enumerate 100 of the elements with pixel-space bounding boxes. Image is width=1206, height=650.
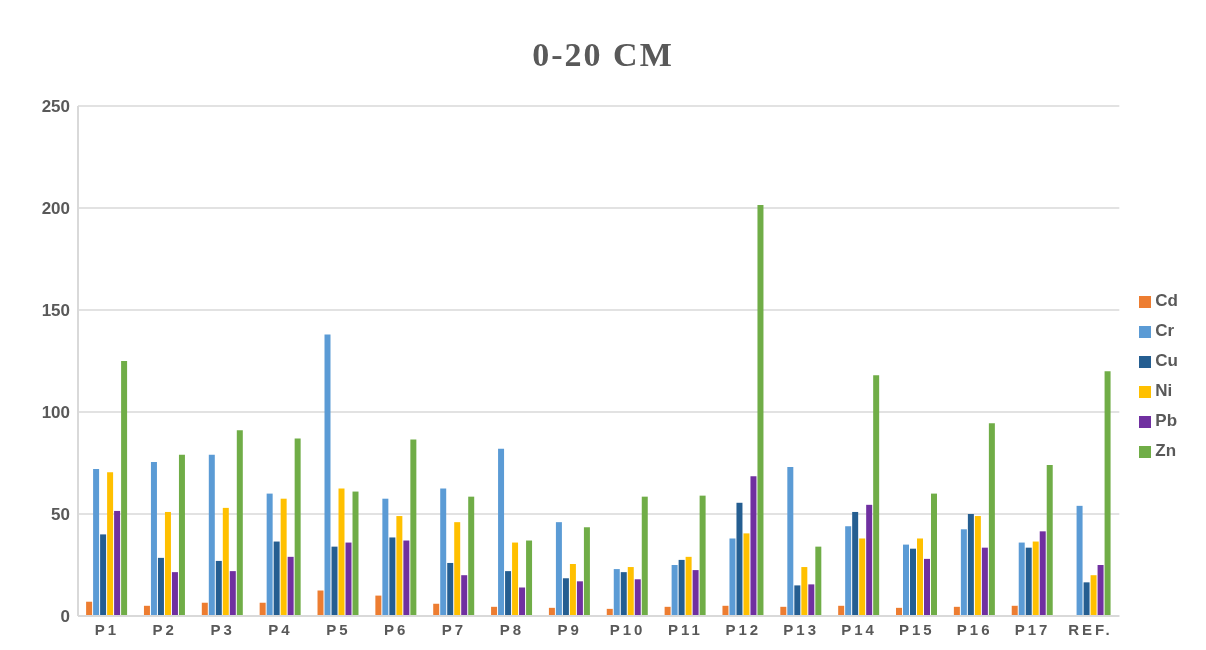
bar [859,538,866,616]
bar [931,493,938,616]
bar [150,461,157,616]
bar [569,563,576,616]
bar [1090,575,1097,616]
bar [641,496,648,616]
bar [433,603,440,616]
y-tick-label: 50 [51,505,70,525]
x-tick-label: P3 [210,620,235,638]
bar [583,527,590,616]
bar [967,514,974,616]
bar [692,570,699,616]
bar [222,507,229,616]
bar [981,547,988,616]
bar [671,565,678,616]
bar [736,502,743,616]
y-tick-label: 0 [60,607,70,627]
x-tick-label: P2 [152,620,177,638]
bar [627,567,634,616]
x-tick-label: P12 [725,620,762,638]
bar [287,556,294,616]
bar [317,590,324,616]
bar [375,595,382,616]
x-tick-label: P8 [499,620,525,638]
bar [787,467,794,616]
x-tick-label: P11 [668,620,703,638]
bar [555,522,562,616]
bar [699,495,706,616]
bar [454,522,461,616]
bar [917,538,924,616]
x-tick-label: P1 [94,620,120,638]
bar [808,584,815,616]
bar [620,572,627,616]
bar [794,585,801,616]
chart-title: 0-20 CM [531,35,675,75]
bar [1032,541,1039,616]
bar [208,454,215,616]
legend-label: Cd [1155,291,1178,310]
bar [86,601,93,616]
bar [121,361,128,616]
bar [382,498,389,616]
bar [873,375,880,616]
bar [215,560,222,616]
bar [519,587,526,616]
bar [910,548,917,616]
bar [801,567,808,616]
bar [960,529,967,616]
bar [852,511,859,616]
bar [201,602,208,616]
x-tick-label: P13 [783,620,819,638]
bar [229,571,236,616]
x-tick-label: P7 [441,620,467,638]
bar [403,540,410,616]
y-tick-label: 150 [41,301,70,321]
bar [678,559,685,616]
bar [845,526,852,616]
bar [352,491,359,616]
bar [562,578,569,616]
x-tick-label: P4 [268,620,293,638]
bar [815,546,822,616]
bar [1097,565,1104,616]
bar [512,542,519,616]
bar [324,334,331,616]
bar [447,562,454,616]
x-tick-label: P17 [1014,620,1051,638]
bar [107,472,114,616]
bar [750,476,757,616]
bar [903,544,910,616]
bar [236,430,243,616]
x-tick-label: P5 [326,620,351,638]
bar [259,602,266,616]
bar [743,533,750,616]
bar [396,516,403,616]
bar [338,488,345,616]
bar [164,511,171,616]
y-tick-label: 100 [41,403,70,423]
legend-label: Pb [1155,411,1178,430]
bar [1104,371,1111,616]
bar [1083,582,1090,616]
x-tick-label: P6 [384,620,409,638]
x-tick-label: P9 [557,620,582,638]
bar [93,469,100,616]
bar [410,439,417,616]
bar [294,438,301,616]
legend-label: Cu [1155,351,1178,370]
y-tick-label: 250 [41,97,70,117]
bar [1039,531,1046,616]
bar [345,542,352,616]
bar [505,571,512,616]
bar [178,454,185,616]
bar [280,498,287,616]
bar [266,493,273,616]
bar [729,538,736,616]
legend-label: Ni [1155,381,1173,400]
y-tick-label: 200 [41,199,70,219]
bar [331,546,338,616]
x-tick-label: P14 [841,620,877,638]
bar [1076,505,1083,616]
bar [634,579,641,616]
legend-label: Cr [1155,321,1175,340]
